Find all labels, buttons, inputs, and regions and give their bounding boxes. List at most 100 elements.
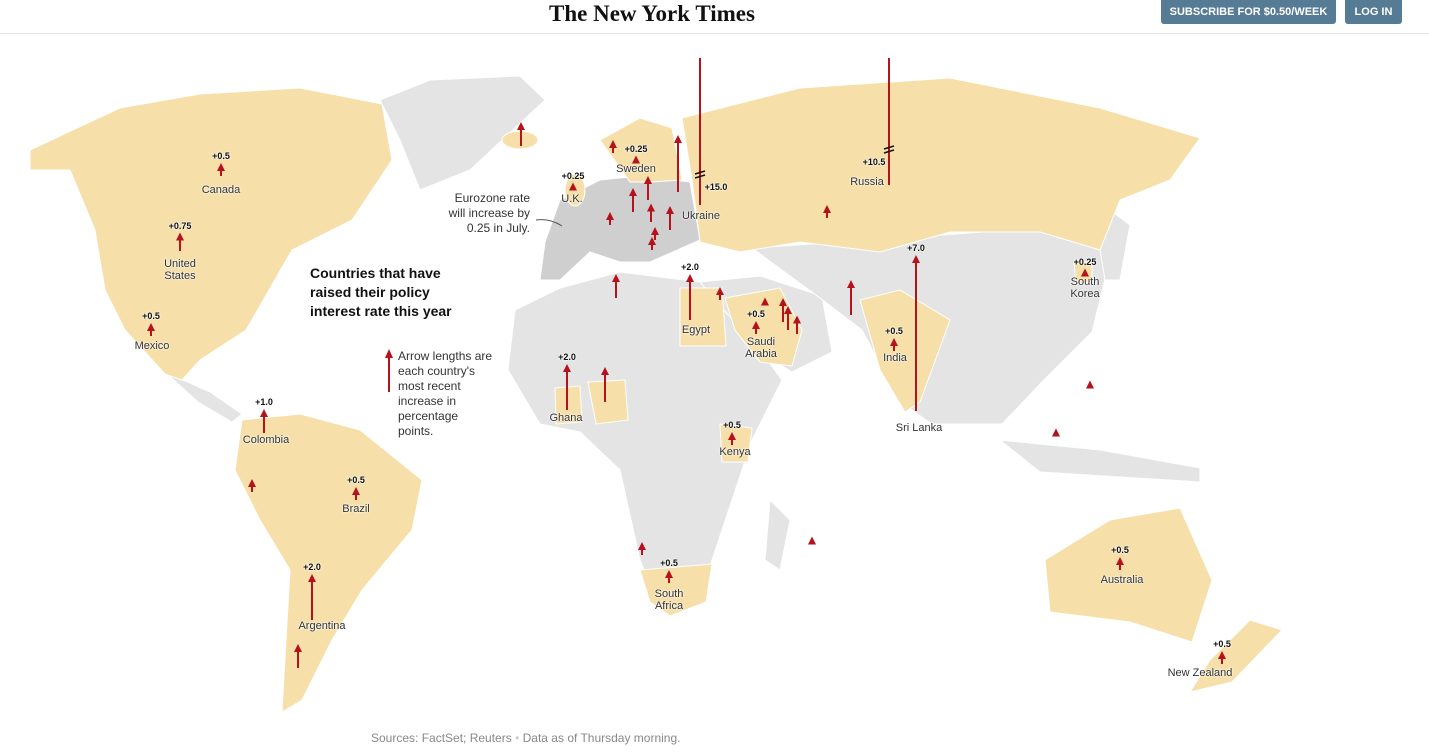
map-title: Countries that have raised their policy … — [310, 265, 452, 319]
country-name: Ukraine — [682, 210, 720, 222]
arrow-head — [632, 155, 640, 164]
rate-arrow — [699, 58, 701, 205]
value-label: +0.25 — [561, 170, 585, 181]
value-label: +0.25 — [624, 143, 648, 154]
arrow-head — [260, 409, 268, 417]
break-mark — [883, 145, 895, 154]
arrow-head — [1218, 651, 1226, 659]
value-label: +0.25 — [1073, 256, 1097, 267]
header-rule — [0, 33, 1429, 34]
arrow-head — [609, 140, 617, 148]
rate-arrow — [632, 155, 640, 164]
country-name: U.K. — [561, 193, 583, 205]
arrow-head — [612, 274, 620, 282]
country-name: South Africa — [654, 588, 684, 612]
rate-arrow — [260, 409, 268, 433]
arrow-head — [890, 338, 898, 346]
country-name: Canada — [201, 184, 241, 196]
value-label: +15.0 — [704, 182, 728, 192]
rate-arrow — [912, 255, 920, 411]
arrow-head — [648, 237, 656, 245]
value-label: +0.5 — [660, 558, 678, 568]
sources: Sources: FactSet; Reuters — [371, 731, 512, 745]
rate-arrow — [217, 163, 225, 176]
rate-arrow — [612, 274, 620, 298]
arrow-head — [779, 298, 787, 306]
rate-arrow — [1116, 557, 1124, 570]
value-label: +0.5 — [142, 311, 160, 321]
legend-text: Arrow lengths are each country's most re… — [398, 349, 493, 438]
rate-arrow — [793, 315, 801, 334]
arrow-head — [716, 287, 724, 295]
rate-arrow — [352, 487, 360, 500]
rate-arrow — [563, 364, 571, 410]
country-name: Colombia — [242, 434, 290, 446]
rate-arrow — [651, 227, 659, 240]
country-name: Brazil — [342, 503, 370, 515]
value-label: +7.0 — [907, 243, 925, 253]
rate-arrow — [847, 280, 855, 315]
arrow-head — [1052, 428, 1060, 437]
value-label: +0.5 — [747, 309, 765, 319]
value-label: +2.0 — [303, 562, 321, 572]
arrow-head — [1081, 268, 1089, 277]
rate-arrow — [294, 644, 302, 668]
country-name: Saudi Arabia — [745, 336, 777, 360]
value-label: +0.5 — [1213, 639, 1231, 649]
arrow-head — [563, 364, 571, 372]
country-name: South Korea — [1070, 276, 1100, 300]
country-name: New Zealand — [1167, 667, 1233, 679]
rate-arrow — [569, 182, 577, 191]
value-label: +0.5 — [347, 475, 365, 485]
rate-arrow — [176, 232, 184, 251]
country-name: Sweden — [616, 163, 656, 175]
value-label: +0.5 — [885, 326, 903, 336]
arrow-head — [674, 135, 682, 143]
rate-arrow — [648, 237, 656, 250]
rate-arrow — [609, 140, 617, 153]
rate-arrow — [644, 176, 652, 200]
country-name: Kenya — [719, 446, 751, 458]
rate-arrow — [1052, 428, 1060, 437]
country-name: Russia — [850, 176, 884, 188]
arrow-head — [686, 274, 694, 282]
rate-arrow — [716, 287, 724, 300]
logo[interactable]: The New York Times — [549, 1, 755, 26]
arrow-head — [1116, 557, 1124, 565]
country-name: Ghana — [549, 412, 583, 424]
arrow-head — [793, 315, 801, 324]
rate-arrow — [752, 321, 760, 334]
country-name: United States — [164, 258, 196, 282]
rate-arrow — [647, 203, 655, 222]
login-button[interactable]: LOG IN — [1345, 0, 1402, 24]
value-label: +0.5 — [723, 420, 741, 430]
rate-arrow — [638, 542, 646, 555]
country-name: Mexico — [134, 340, 170, 352]
arrow-head — [217, 163, 225, 171]
arrow-head — [517, 122, 525, 130]
rate-arrow — [1218, 651, 1226, 664]
rate-arrow — [665, 570, 673, 583]
annotation-pointer — [535, 219, 563, 227]
subscribe-button[interactable]: SUBSCRIBE FOR $0.50/WEEK — [1161, 0, 1336, 24]
arrow-head — [752, 321, 760, 329]
value-label: +0.5 — [212, 151, 230, 161]
data-note: Data as of Thursday morning. — [522, 731, 681, 745]
arrow-head — [665, 570, 673, 578]
country-name: Argentina — [298, 620, 346, 632]
arrow-head — [823, 205, 831, 213]
arrow-head — [606, 212, 614, 220]
rate-arrow — [308, 574, 316, 620]
value-label: +2.0 — [681, 262, 699, 272]
rate-arrow — [248, 479, 256, 492]
break-mark — [694, 170, 706, 179]
arrow-head — [808, 536, 816, 545]
rate-arrow — [890, 338, 898, 351]
legend-arrow — [385, 349, 393, 392]
rate-arrow — [666, 206, 674, 230]
value-label: +10.5 — [862, 157, 886, 167]
land — [29, 75, 1283, 713]
rate-arrow — [606, 212, 614, 225]
rate-arrow — [686, 274, 694, 320]
rate-arrow — [779, 298, 787, 322]
